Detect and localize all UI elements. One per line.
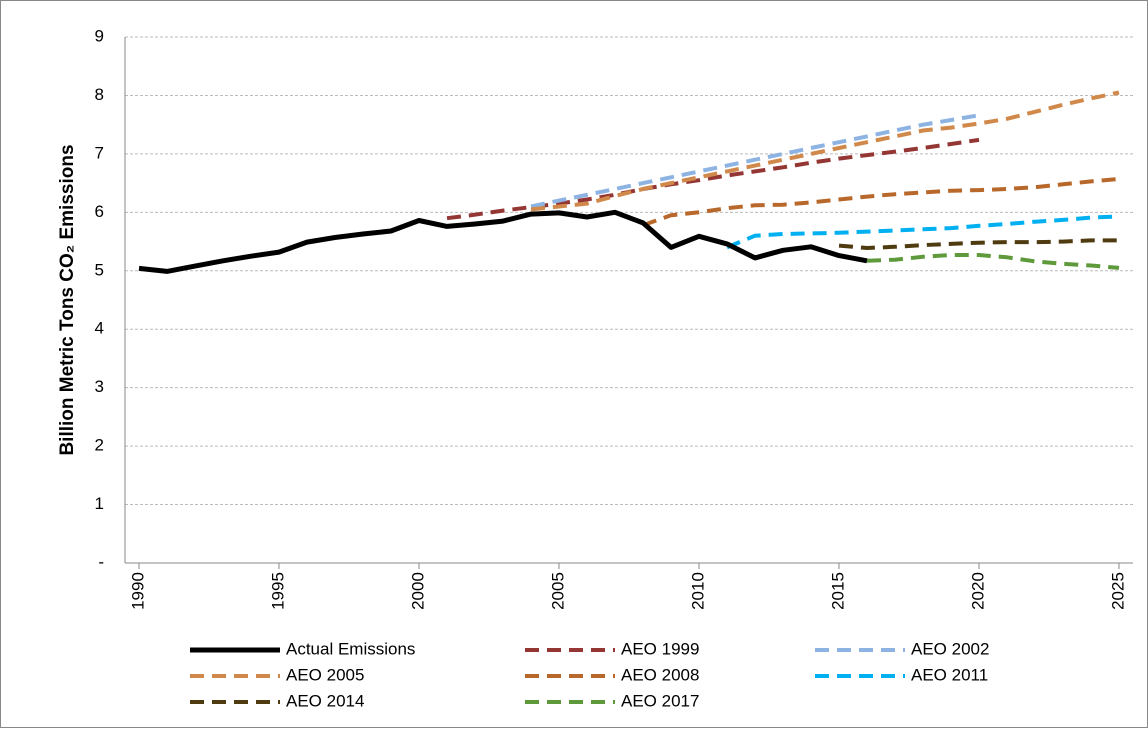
y-tick-label: 7 bbox=[95, 143, 104, 162]
series-line bbox=[726, 214, 1120, 250]
y-tick-label: 4 bbox=[95, 319, 104, 338]
x-tick-label: 2020 bbox=[968, 572, 987, 610]
y-tick-label: - bbox=[98, 552, 104, 571]
series-line bbox=[642, 177, 1120, 228]
y-tick-label: 6 bbox=[95, 202, 104, 221]
legend-label: AEO 2002 bbox=[911, 639, 989, 658]
x-tick-label: 2015 bbox=[828, 572, 847, 610]
series-line bbox=[838, 238, 1119, 250]
series-line bbox=[530, 90, 1120, 212]
legend-label: Actual Emissions bbox=[286, 639, 415, 658]
series-line bbox=[866, 253, 1120, 270]
legend-label: AEO 2014 bbox=[286, 691, 364, 710]
y-tick-label: 1 bbox=[95, 494, 104, 513]
legend-label: AEO 1999 bbox=[621, 639, 699, 658]
legend-label: AEO 2005 bbox=[286, 665, 364, 684]
y-axis-label: Billion Metric Tons CO₂ Emissions bbox=[57, 144, 78, 455]
x-tick-label: 1995 bbox=[268, 572, 287, 610]
series-line bbox=[530, 113, 980, 209]
y-tick-label: 8 bbox=[95, 85, 104, 104]
y-tick-label: 3 bbox=[95, 377, 104, 396]
series-line bbox=[138, 209, 868, 274]
legend-label: AEO 2008 bbox=[621, 665, 699, 684]
x-tick-label: 2025 bbox=[1108, 572, 1127, 610]
x-tick-label: 2000 bbox=[408, 572, 427, 610]
x-tick-label: 2005 bbox=[548, 572, 567, 610]
legend-label: AEO 2011 bbox=[911, 665, 988, 684]
x-tick-label: 1990 bbox=[128, 572, 147, 610]
x-tick-label: 2010 bbox=[688, 572, 707, 610]
legend-label: AEO 2017 bbox=[621, 691, 699, 710]
y-tick-label: 5 bbox=[95, 260, 104, 279]
y-tick-label: 2 bbox=[95, 436, 104, 455]
y-tick-label: 9 bbox=[95, 26, 104, 45]
